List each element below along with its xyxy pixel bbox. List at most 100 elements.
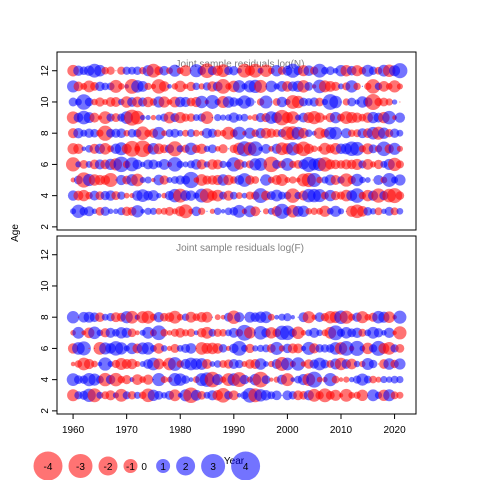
bubble-age4-year1976 [152,373,166,387]
bubble-age8-year1983 [192,129,200,137]
bubble-age12-year1979 [168,64,181,77]
bubble-age3-year1967 [105,390,116,401]
bubble-age6-year1979 [167,157,183,172]
bubble-age9-year1985 [200,111,214,124]
bubble-age4-year1999 [278,191,286,200]
legend-label--4: -4 [44,462,53,473]
bubble-age3-year2015 [363,207,373,216]
bubble-age4-year2016 [369,375,377,384]
bubble-age3-year2021 [396,391,404,399]
bubble-age10-year1965 [95,97,105,107]
bubble-age5-year1977 [159,175,169,185]
size-legend: -4 -3 -2 -1 0 1 2 3 4 [33,451,261,480]
y-tick-label-10: 10 [40,280,51,292]
bubble-age3-year1966 [100,206,110,216]
y-tick-label-6: 6 [40,161,51,167]
x-axis: 1960 1970 1980 1990 2000 2010 2020 [62,413,406,436]
bubble-age3-year1984 [197,390,207,400]
bubble-age12-year1990 [229,65,239,76]
bubble-age5-year1979 [167,357,182,371]
bubble-age3-year1978 [165,206,174,216]
y-tick-label-2: 2 [40,224,51,230]
bubble-age8-year1987 [213,129,222,137]
bubble-age5-year2006 [316,176,323,184]
bubble-age5-year1976 [153,358,165,370]
bubble-age4-year1962 [78,189,90,202]
bubble-age12-year1996 [259,64,273,77]
bubble-age7-year1979 [167,141,183,157]
bubble-age5-year1985 [201,358,213,370]
bubble-age8-year1960 [66,311,80,324]
y-tick-label-2: 2 [40,408,51,414]
bubble-age12-year1977 [159,65,170,76]
bubble-age3-year2009 [330,389,342,401]
bubble-age4-year2001 [290,377,296,382]
bubble-age8-year2001 [290,315,295,320]
bubble-age10-year2020 [391,99,398,105]
bubble-age11-year1978 [167,84,172,89]
bubble-age7-year1961 [72,326,85,339]
bubble-age11-year2012 [345,80,358,93]
bubble-age3-year1975 [149,207,157,215]
bubble-age5-year1994 [251,176,260,184]
bubble-age7-year1961 [73,143,84,154]
bubble-age11-year1977 [158,81,170,92]
bubble-age6-year1972 [132,159,143,170]
bubble-age3-year1991 [236,393,242,398]
bubble-age11-year2016 [365,79,381,94]
bubble-age5-year1972 [134,361,141,367]
bubble-age4-year1970 [123,192,130,199]
bubble-age5-year1986 [209,361,216,367]
bubble-age5-year2014 [359,176,366,184]
bubble-age9-year2006 [314,112,325,123]
bubble-age4-year1976 [156,192,162,199]
legend-bubble-2 [176,456,196,476]
bubble-age5-year2000 [284,177,291,183]
bubble-age3-year2016 [369,208,377,215]
bubble-age3-year2003 [297,205,310,217]
bubble-age4-year2010 [338,377,344,382]
bubble-age4-year2005 [306,371,323,388]
bubble-age3-year1972 [133,391,141,399]
bubble-age8-year2004 [302,311,315,324]
bubble-age7-year1982 [186,328,196,337]
bubble-age4-year1992 [241,192,248,199]
bubble-age11-year1988 [215,79,231,94]
bubble-age5-year1963 [83,358,95,370]
bubble-age5-year2013 [350,173,364,187]
bubble-age11-year1974 [144,82,152,91]
bubble-age11-year2013 [353,82,361,91]
bubble-age5-year1987 [213,360,222,368]
bubble-age10-year2016 [365,93,382,111]
bubble-age9-year1975 [150,114,157,121]
bubble-age6-year1991 [231,341,247,356]
bubble-age6-year1994 [252,345,259,352]
bubble-age6-year1977 [158,158,170,170]
bubble-age5-year2009 [330,175,341,185]
bubble-age4-year2009 [331,375,340,384]
bubble-age3-year2016 [367,389,379,402]
bubble-age4-year2021 [395,191,405,200]
bubble-age9-year1976 [155,114,162,121]
panel-logN-y-axis: 2 4 6 8 10 12 [40,65,57,230]
bubble-age5-year1966 [98,357,112,371]
bubble-age7-year1988 [218,144,228,154]
bubble-age4-year1981 [181,375,190,384]
bubble-age3-year1987 [214,207,222,215]
bubble-age6-year1995 [254,157,268,171]
bubble-age11-year2009 [330,81,341,92]
bubble-age3-year2011 [339,388,353,402]
bubble-age6-year1969 [115,342,128,355]
bubble-age5-year2013 [353,360,361,368]
bubble-age11-year2004 [304,82,314,91]
bubble-age8-year2009 [329,126,343,140]
bubble-age3-year1998 [271,390,282,401]
bubble-age9-year1988 [220,114,227,121]
y-tick-label-4: 4 [40,376,51,382]
bubble-age6-year1984 [196,159,207,170]
bubble-age6-year1988 [218,344,228,353]
bubble-age8-year1986 [207,128,217,138]
bubble-age6-year1982 [185,343,197,354]
bubble-age11-year2014 [361,85,363,87]
bubble-age8-year1971 [125,310,139,324]
